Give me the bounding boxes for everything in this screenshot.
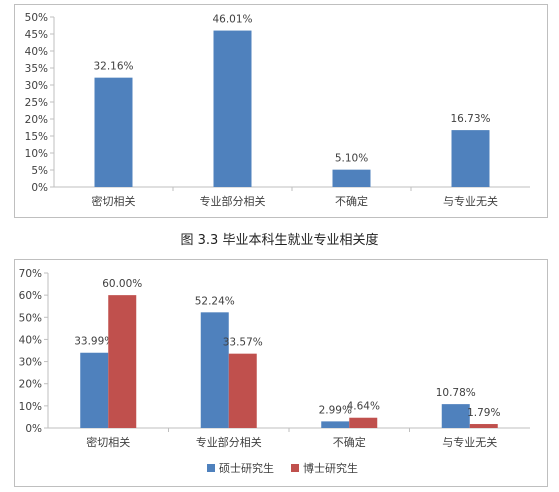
y-tick-label: 50% (25, 12, 48, 24)
data-label: 16.73% (450, 113, 490, 125)
legend-label: 博士研究生 (303, 461, 358, 475)
y-tick-label: 5% (31, 165, 48, 177)
x-tick-label: 专业部分相关 (200, 194, 266, 208)
x-tick-label: 密切相关 (92, 194, 136, 208)
bar (228, 353, 257, 428)
data-label: 2.99% (319, 404, 352, 416)
data-label: 33.99% (74, 336, 114, 348)
y-tick-label: 15% (25, 131, 48, 143)
y-tick-label: 70% (19, 268, 42, 280)
data-label: 5.10% (335, 153, 368, 165)
y-tick-label: 30% (19, 357, 42, 369)
x-tick-label: 不确定 (335, 194, 368, 208)
legend-label: 硕士研究生 (219, 461, 274, 475)
data-label: 60.00% (102, 278, 142, 290)
data-label: 10.78% (436, 387, 476, 399)
y-tick-label: 0% (31, 182, 48, 194)
figure-caption: 图 3.3 毕业本科生就业专业相关度 (180, 233, 379, 248)
data-label: 32.16% (93, 61, 133, 73)
y-tick-label: 20% (25, 114, 48, 126)
data-label: 4.64% (347, 401, 380, 413)
y-tick-label: 10% (19, 401, 42, 413)
bar (80, 352, 109, 428)
data-label: 46.01% (212, 14, 252, 26)
y-tick-label: 20% (19, 379, 42, 391)
y-tick-label: 35% (25, 63, 48, 75)
bar (94, 77, 133, 187)
legend-swatch (207, 464, 215, 472)
bar (321, 421, 350, 428)
bar (332, 169, 371, 187)
x-tick-label: 与专业无关 (442, 435, 497, 449)
x-tick-label: 密切相关 (86, 435, 130, 449)
bar (441, 404, 470, 428)
y-tick-label: 40% (25, 46, 48, 58)
y-tick-label: 30% (25, 80, 48, 92)
data-label: 33.57% (223, 337, 263, 349)
y-tick-label: 50% (19, 312, 42, 324)
x-tick-label: 与专业无关 (443, 194, 498, 208)
y-tick-label: 10% (25, 148, 48, 160)
bar (213, 30, 252, 188)
y-tick-label: 0% (25, 423, 42, 435)
y-tick-label: 45% (25, 29, 48, 41)
bar (108, 295, 137, 428)
data-label: 1.79% (467, 407, 500, 419)
legend-swatch (291, 464, 299, 472)
y-tick-label: 25% (25, 97, 48, 109)
y-tick-label: 40% (19, 334, 42, 346)
bar (349, 417, 378, 428)
x-tick-label: 不确定 (333, 435, 366, 449)
bar (200, 312, 229, 428)
bar (469, 424, 498, 428)
x-tick-label: 专业部分相关 (196, 435, 262, 449)
data-label: 52.24% (195, 295, 235, 307)
bar (451, 130, 490, 187)
y-tick-label: 60% (19, 290, 42, 302)
